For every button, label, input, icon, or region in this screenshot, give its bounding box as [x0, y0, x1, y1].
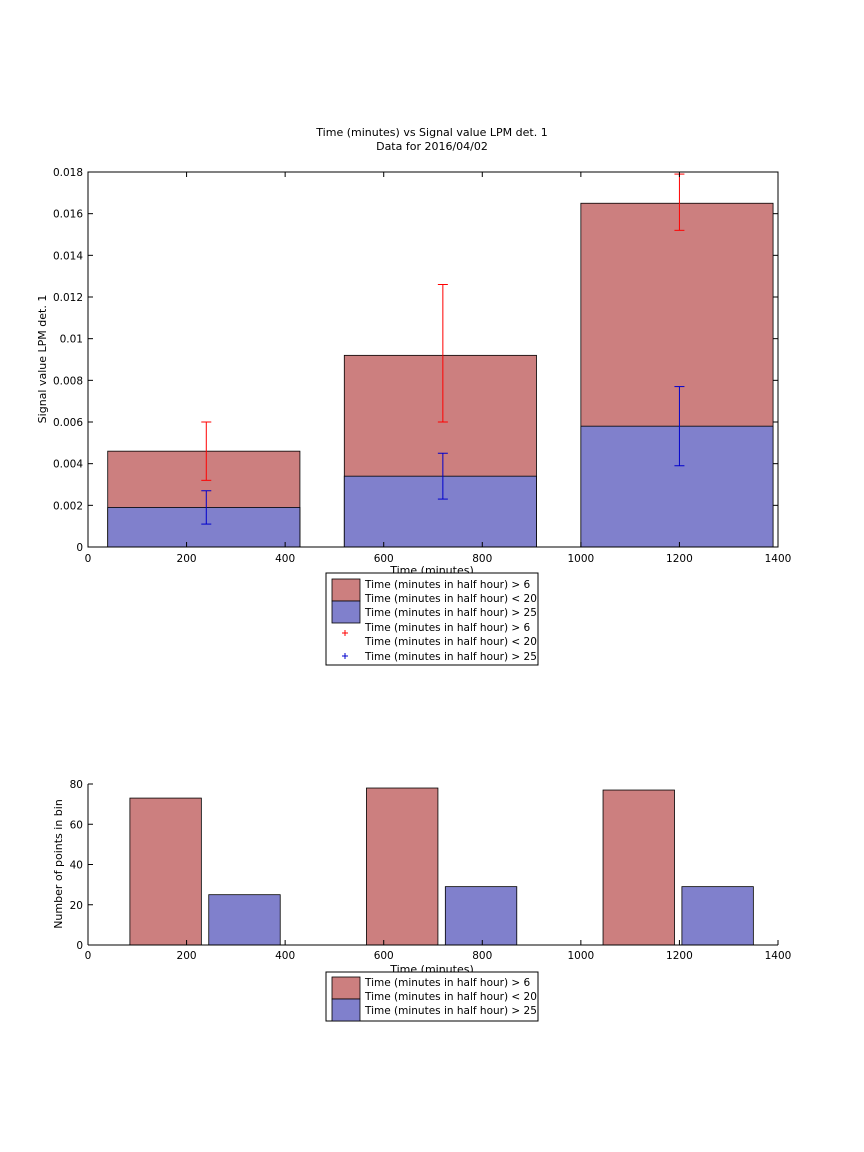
bottom-legend-swatch-blue: [331, 998, 361, 1022]
bottom-x-tick-label: 1200: [666, 950, 693, 962]
top-y-tick-label: 0.012: [53, 292, 83, 304]
top-chart-title: Time (minutes) vs Signal value LPM det. …: [315, 126, 547, 139]
red-errorbar-2: [437, 284, 448, 423]
top-x-tick-label: 200: [177, 553, 197, 565]
count-bar-blue-2: [444, 886, 518, 946]
top-y-tick-label: 0.016: [53, 209, 83, 221]
top-errorbars: [201, 173, 685, 525]
bottom-legend-entry-2: Time (minutes in half hour) > 25: [364, 1005, 537, 1017]
top-x-tick-label: 800: [472, 553, 492, 565]
count-bar-blue-3: [681, 886, 754, 946]
top-y-tick-label: 0.006: [53, 417, 83, 429]
bottom-x-ticks: 0 200 400 600 800 1000 1200 1400: [85, 940, 792, 962]
top-legend: Time (minutes in half hour) > 6 Time (mi…: [325, 572, 539, 666]
top-legend-entry-3-line-2: Time (minutes in half hour) < 20: [364, 636, 537, 648]
bottom-y-tick-label: 60: [70, 819, 83, 831]
bottom-y-tick-label: 80: [70, 779, 83, 791]
top-legend-entry-1-line-2: Time (minutes in half hour) < 20: [364, 593, 537, 605]
top-x-tick-label: 600: [374, 553, 394, 565]
top-y-tick-label: 0.008: [53, 375, 83, 387]
top-y-tick-label: 0.004: [53, 459, 83, 471]
bottom-x-tick-label: 0: [85, 950, 92, 962]
bottom-x-tick-label: 400: [275, 950, 295, 962]
top-y-tick-label: 0.014: [53, 250, 83, 262]
top-axes-box: [87, 171, 779, 548]
top-y-tick-label: 0.01: [60, 334, 83, 346]
blue-bar-1: [107, 507, 301, 548]
bottom-legend-box: [325, 971, 539, 1022]
legend-swatch-blue-bar: [331, 600, 361, 624]
bottom-x-tick-label: 1400: [765, 950, 792, 962]
bottom-chart: 0 200 400 600 800 1000 1200 1400 0 20 40 60 80 Time…: [52, 779, 792, 1022]
blue-bar-2: [343, 475, 537, 548]
bottom-x-tick-label: 600: [374, 950, 394, 962]
legend-marker-blue-error: [342, 653, 348, 659]
bottom-y-tick-label: 40: [70, 860, 83, 872]
top-x-tick-label: 1400: [765, 553, 792, 565]
bottom-legend: Time (minutes in half hour) > 6 Time (mi…: [325, 971, 539, 1022]
count-bar-blue-1: [208, 894, 281, 946]
top-legend-entry-3-line-1: Time (minutes in half hour) > 6: [364, 622, 531, 634]
blue-bar-3: [580, 425, 774, 548]
top-x-tick-label: 1200: [666, 553, 693, 565]
bottom-legend-swatch-red: [331, 976, 361, 1000]
top-x-tick-label: 0: [85, 553, 92, 565]
bottom-x-tick-label: 1000: [567, 950, 594, 962]
legend-swatch-red-bar: [331, 578, 361, 602]
bottom-x-tick-label: 200: [177, 950, 197, 962]
top-chart-subtitle: Data for 2016/04/02: [376, 140, 488, 153]
bottom-y-axis-label: Number of points in bin: [52, 799, 65, 929]
top-legend-box: [325, 572, 539, 666]
bottom-bars: [129, 787, 754, 946]
blue-errorbar-3: [674, 386, 685, 467]
top-y-tick-label: 0.018: [53, 167, 83, 179]
bottom-legend-entry-1-line-2: Time (minutes in half hour) < 20: [364, 991, 537, 1003]
top-y-ticks: 0 0.002 0.004 0.006 0.008 0.01 0.012 0.014 0.016…: [53, 167, 778, 554]
bottom-y-ticks: 0 20 40 60 80: [70, 779, 93, 952]
count-bar-red-2: [366, 787, 439, 946]
blue-errorbar-1: [201, 490, 212, 525]
top-y-axis-label: Signal value LPM det. 1: [36, 295, 49, 424]
count-bar-red-3: [602, 789, 675, 946]
legend-marker-red-error: [342, 630, 348, 636]
bottom-y-tick-label: 20: [70, 900, 83, 912]
bottom-legend-entry-1-line-1: Time (minutes in half hour) > 6: [364, 977, 531, 989]
red-errorbar-1: [201, 421, 212, 481]
bottom-y-tick-label: 0: [76, 940, 83, 952]
blue-errorbar-2: [437, 452, 448, 500]
top-chart: Time (minutes) vs Signal value LPM det. …: [36, 126, 792, 666]
top-bars: [107, 202, 774, 548]
bottom-x-tick-label: 800: [472, 950, 492, 962]
top-legend-entry-2: Time (minutes in half hour) > 25: [364, 607, 537, 619]
top-y-tick-label: 0.002: [53, 500, 83, 512]
top-legend-entry-1-line-1: Time (minutes in half hour) > 6: [364, 579, 531, 591]
top-legend-entry-4: Time (minutes in half hour) > 25: [364, 651, 537, 663]
top-x-tick-label: 1000: [567, 553, 594, 565]
top-x-ticks: 0 200 400 600 800 1000 1200 1400: [85, 172, 792, 565]
count-bar-red-1: [129, 797, 202, 946]
top-x-tick-label: 400: [275, 553, 295, 565]
top-y-tick-label: 0: [76, 542, 83, 554]
